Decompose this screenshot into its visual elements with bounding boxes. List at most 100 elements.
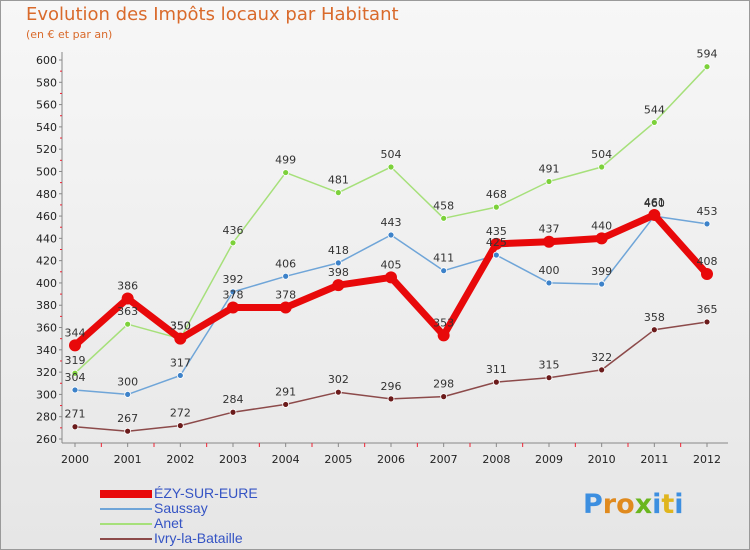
data-label: 436 — [223, 224, 244, 237]
data-point — [545, 374, 553, 382]
data-point — [174, 332, 187, 345]
data-point — [124, 320, 132, 328]
data-label: 499 — [275, 154, 296, 167]
data-label: 304 — [65, 371, 86, 384]
data-point — [492, 251, 500, 259]
data-label: 350 — [170, 320, 191, 333]
data-label: 284 — [223, 393, 244, 406]
legend-item: Anet — [100, 516, 258, 531]
data-label: 408 — [697, 255, 718, 268]
y-tick-label: 520 — [36, 143, 57, 156]
data-point — [124, 391, 132, 398]
y-tick-label: 280 — [36, 411, 57, 424]
data-label: 378 — [223, 288, 244, 301]
data-point — [545, 279, 553, 287]
data-label: 363 — [117, 305, 138, 318]
data-point — [71, 423, 79, 431]
y-tick-label: 380 — [36, 299, 57, 312]
logo-letter: r — [602, 489, 617, 520]
data-label: 440 — [591, 219, 612, 232]
data-point — [229, 288, 237, 296]
data-label: 399 — [591, 265, 612, 278]
legend: ÉZY-SUR-EURE Saussay Anet Ivry-la-Bataille — [100, 486, 258, 546]
data-point — [701, 268, 713, 281]
data-point — [703, 318, 711, 326]
data-label: 298 — [433, 378, 454, 391]
x-tick-label: 2005 — [324, 453, 352, 466]
data-label: 311 — [486, 363, 507, 376]
logo-letter: i — [674, 489, 684, 520]
legend-label: Saussay — [154, 500, 208, 516]
x-tick-label: 2008 — [482, 453, 510, 466]
data-label: 461 — [644, 196, 665, 209]
data-label: 272 — [170, 407, 191, 420]
data-label: 392 — [223, 273, 244, 286]
data-label: 350 — [170, 320, 191, 333]
legend-label: Ivry-la-Bataille — [154, 530, 243, 546]
y-tick-label: 460 — [36, 210, 57, 223]
data-point — [334, 388, 342, 396]
data-label: 378 — [275, 288, 296, 301]
y-tick-label: 260 — [36, 433, 57, 446]
data-label: 353 — [433, 316, 454, 329]
data-labels: 344 386 350 378 378 398 405 353 435 437 440 461 408 3… — [65, 48, 718, 426]
data-label: 296 — [381, 380, 402, 393]
data-label: 491 — [539, 163, 560, 176]
y-tick-label: 300 — [36, 388, 57, 401]
data-point — [437, 329, 450, 342]
data-point — [440, 393, 448, 401]
data-point — [71, 386, 79, 394]
legend-label: ÉZY-SUR-EURE — [154, 485, 258, 501]
data-point — [595, 232, 608, 245]
data-point — [492, 378, 500, 386]
data-point — [598, 366, 606, 374]
data-label: 453 — [697, 205, 718, 218]
data-label: 319 — [65, 354, 86, 367]
data-point — [598, 163, 606, 171]
data-point — [650, 326, 658, 334]
legend-label: Anet — [154, 515, 183, 531]
data-point — [650, 119, 658, 126]
chart-title: Evolution des Impôts locaux par Habitant — [26, 4, 399, 25]
x-tick-label: 2001 — [114, 453, 142, 466]
data-label: 443 — [381, 216, 402, 229]
legend-swatch — [100, 537, 152, 540]
y-tick-label: 340 — [36, 344, 57, 357]
data-label: 291 — [275, 385, 296, 398]
y-tick-label: 420 — [36, 255, 57, 268]
x-tick-label: 2006 — [377, 453, 405, 466]
legend-swatch — [100, 489, 152, 498]
legend-swatch — [100, 522, 152, 525]
y-tick-label: 580 — [36, 76, 57, 89]
data-label: 405 — [381, 258, 402, 271]
y-tick-label: 440 — [36, 232, 57, 245]
data-label: 435 — [486, 225, 507, 238]
data-label: 322 — [591, 351, 612, 364]
data-point — [387, 163, 395, 171]
data-label: 594 — [697, 48, 718, 61]
proxiti-logo: Proxiti — [583, 489, 684, 520]
data-point — [703, 220, 711, 228]
data-point — [229, 408, 237, 416]
logo-letter: o — [616, 489, 635, 520]
data-point — [648, 208, 661, 221]
x-tick-label: 2010 — [588, 453, 616, 466]
data-point — [385, 271, 397, 284]
data-point — [492, 203, 500, 211]
y-tick-label: 600 — [36, 54, 57, 67]
data-point — [71, 369, 79, 377]
data-label: 358 — [644, 311, 665, 324]
data-point — [703, 63, 711, 71]
data-label: 398 — [328, 266, 349, 279]
y-tick-label: 320 — [36, 366, 57, 379]
logo-letter: i — [652, 489, 662, 520]
data-label: 271 — [65, 408, 86, 421]
data-point — [334, 259, 342, 267]
series-markers — [69, 63, 713, 435]
x-tick-label: 2004 — [272, 453, 300, 466]
x-tick-label: 2012 — [693, 453, 721, 466]
data-point — [176, 372, 184, 379]
data-point — [176, 422, 184, 430]
data-point — [229, 239, 237, 247]
